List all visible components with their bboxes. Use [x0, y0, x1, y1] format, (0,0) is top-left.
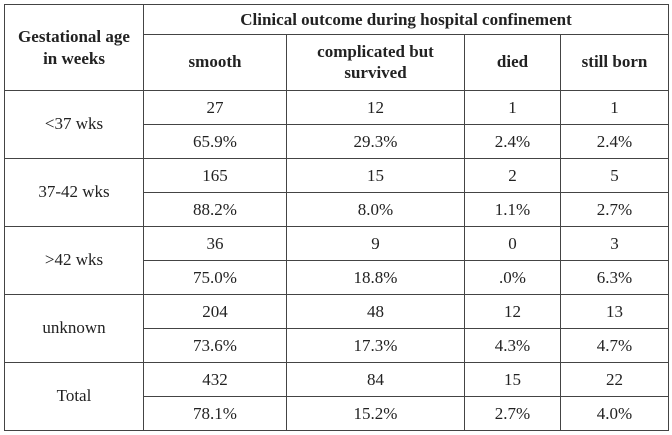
count-cell: 432 [143, 362, 287, 397]
count-cell: 36 [143, 226, 287, 261]
row-label-unknown: unknown [4, 294, 144, 363]
percent-cell: 18.8% [286, 260, 465, 295]
table-row-count: Total 432 84 15 22 [4, 362, 670, 431]
count-cell: 13 [559, 294, 670, 329]
count-cell: 22 [559, 362, 670, 397]
table-row-count: >42 wks 36 9 0 3 [4, 226, 670, 295]
percent-cell: 15.2% [286, 396, 465, 431]
table-row-count: unknown 204 48 12 13 [4, 294, 670, 363]
table-row-percent: 65.9% 29.3% 2.4% 2.4% [5, 124, 670, 159]
percent-cell: .0% [464, 260, 561, 295]
row-label-over-42: >42 wks [4, 226, 144, 295]
percent-cell: 2.4% [559, 124, 670, 159]
count-cell: 3 [559, 226, 670, 261]
count-cell: 48 [286, 294, 465, 329]
count-cell: 27 [143, 90, 287, 125]
clinical-outcome-table: Gestational age in weeks Clinical outcom… [4, 4, 670, 431]
table-row-count: <37 wks 27 12 1 1 [4, 90, 670, 159]
count-cell: 15 [464, 362, 561, 397]
count-cell: 12 [286, 90, 465, 125]
table-row-percent: 78.1% 15.2% 2.7% 4.0% [5, 396, 670, 431]
table-row-count: 37-42 wks 165 15 2 5 [4, 158, 670, 227]
row-label-total: Total [4, 362, 144, 431]
clinical-outcome-header: Clinical outcome during hospital confine… [142, 4, 670, 35]
percent-cell: 4.3% [464, 328, 561, 363]
row-label-under-37: <37 wks [4, 90, 144, 159]
column-header-smooth: smooth [143, 34, 287, 91]
column-header-died: died [464, 34, 561, 91]
count-cell: 1 [464, 90, 561, 125]
count-cell: 84 [286, 362, 465, 397]
count-cell: 204 [143, 294, 287, 329]
percent-cell: 65.9% [143, 124, 287, 159]
table-row-percent: 88.2% 8.0% 1.1% 2.7% [5, 192, 670, 227]
percent-cell: 78.1% [143, 396, 287, 431]
percent-cell: 4.7% [559, 328, 670, 363]
percent-cell: 1.1% [464, 192, 561, 227]
percent-cell: 6.3% [559, 260, 670, 295]
percent-cell: 29.3% [286, 124, 465, 159]
row-label-37-42: 37-42 wks [4, 158, 144, 227]
percent-cell: 88.2% [143, 192, 287, 227]
percent-cell: 17.3% [286, 328, 465, 363]
count-cell: 165 [143, 158, 287, 193]
percent-cell: 75.0% [143, 260, 287, 295]
count-cell: 9 [286, 226, 465, 261]
column-header-still-born: still born [559, 34, 670, 91]
table-row-percent: 73.6% 17.3% 4.3% 4.7% [5, 328, 670, 363]
gestational-age-header: Gestational age in weeks [4, 4, 144, 91]
count-cell: 2 [464, 158, 561, 193]
column-header-complicated: complicated but survived [286, 34, 465, 91]
percent-cell: 73.6% [143, 328, 287, 363]
percent-cell: 2.7% [559, 192, 670, 227]
table-row-percent: 75.0% 18.8% .0% 6.3% [5, 260, 670, 295]
count-cell: 0 [464, 226, 561, 261]
percent-cell: 4.0% [559, 396, 670, 431]
count-cell: 5 [559, 158, 670, 193]
percent-cell: 2.4% [464, 124, 561, 159]
percent-cell: 8.0% [286, 192, 465, 227]
percent-cell: 2.7% [464, 396, 561, 431]
count-cell: 1 [559, 90, 670, 125]
count-cell: 12 [464, 294, 561, 329]
count-cell: 15 [286, 158, 465, 193]
